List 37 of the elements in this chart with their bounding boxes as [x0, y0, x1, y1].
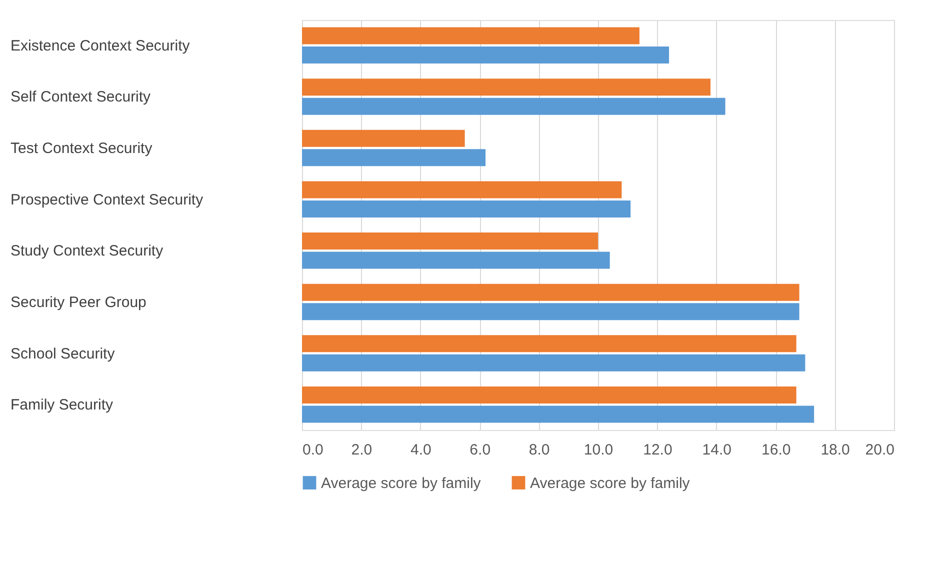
bar [302, 200, 631, 218]
x-tick-label: 6.0 [470, 442, 491, 458]
y-tick-label: Family Security [10, 396, 114, 414]
bar [302, 149, 486, 166]
y-tick-label: Existence Context Security [10, 37, 190, 54]
x-tick-label: 14.0 [702, 442, 732, 458]
y-tick-label: Security Peer Group [10, 294, 146, 311]
bar [302, 406, 814, 423]
y-tick-label: School Security [10, 345, 116, 362]
x-tick-label: 0.0 [302, 442, 324, 458]
x-tick-label: 4.0 [410, 442, 432, 458]
bar [302, 232, 598, 250]
bar [302, 78, 710, 96]
y-tick-label: Self Context Security [10, 88, 152, 106]
bar [302, 252, 610, 269]
bar [302, 335, 796, 352]
bar [302, 46, 670, 64]
x-tick-label: 12.0 [643, 442, 672, 458]
x-tick-label: 20.0 [865, 442, 894, 458]
y-tick-label: Study Context Security [10, 242, 164, 260]
x-tick-label: 18.0 [820, 442, 850, 458]
bar [302, 284, 800, 301]
x-tick-label: 16.0 [762, 442, 791, 458]
bar [302, 303, 800, 320]
y-tick-label: Prospective Context Security [10, 191, 204, 208]
legend-label: Average score by family [321, 474, 482, 492]
legend-label: Average score by family [530, 474, 690, 492]
bar [302, 386, 796, 404]
x-tick-label: 8.0 [528, 442, 550, 458]
bar [302, 354, 806, 372]
bar [302, 27, 640, 44]
x-tick-label: 2.0 [351, 442, 372, 458]
bar [302, 130, 465, 147]
bar [302, 181, 622, 198]
y-tick-label: Test Context Security [10, 140, 153, 158]
bar [302, 98, 726, 115]
x-tick-label: 10.0 [584, 442, 614, 458]
